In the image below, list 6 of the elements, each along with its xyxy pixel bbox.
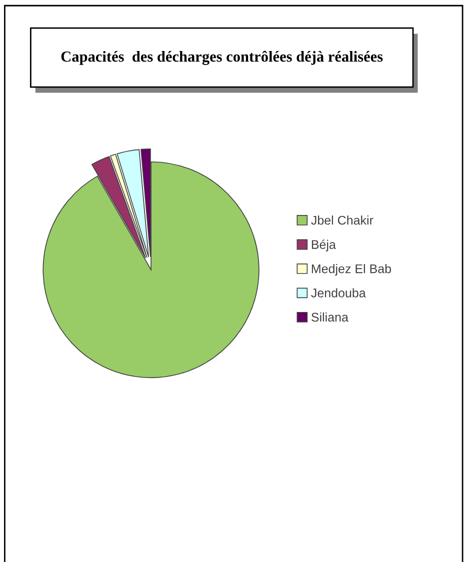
legend-label: Siliana	[311, 312, 348, 322]
legend-label: Medjez El Bab	[312, 264, 391, 276]
legend-label: Jendouba	[311, 288, 366, 298]
legend-label: Jbel Chakir	[311, 215, 374, 225]
chart-title: Capacités des décharges contrôlées déjà réalisées	[61, 50, 383, 65]
legend-label: Béja	[312, 240, 336, 252]
